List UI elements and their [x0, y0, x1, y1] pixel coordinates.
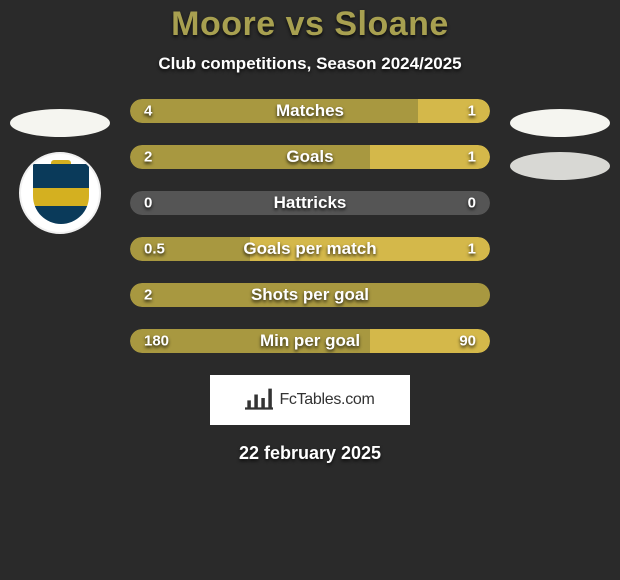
bar-value-left: 2 — [144, 287, 152, 304]
stat-bar: Shots per goal 2 — [130, 283, 490, 307]
bar-label: Matches — [276, 101, 344, 121]
bar-value-left: 0 — [144, 195, 152, 212]
bar-value-left: 180 — [144, 333, 169, 350]
bar-segment-left — [130, 99, 418, 123]
bar-value-left: 2 — [144, 149, 152, 166]
bar-segment-right — [418, 99, 490, 123]
player-photo-placeholder-left — [10, 109, 110, 137]
stat-bar: Goals 2 1 — [130, 145, 490, 169]
left-column — [10, 99, 110, 234]
bar-value-right: 1 — [468, 103, 476, 120]
player-photo-placeholder-right — [510, 109, 610, 137]
bar-label: Goals per match — [243, 239, 376, 259]
main-row: Matches 4 1 Goals 2 1 Hattricks 0 0 Goals per mat… — [0, 99, 620, 353]
subtitle: Club competitions, Season 2024/2025 — [0, 54, 620, 74]
bar-value-right: 1 — [468, 149, 476, 166]
stat-bar: Goals per match 0.5 1 — [130, 237, 490, 261]
page-title: Moore vs Sloane — [0, 5, 620, 44]
club-crest-left — [19, 152, 101, 234]
stat-bar: Matches 4 1 — [130, 99, 490, 123]
stat-bar: Hattricks 0 0 — [130, 191, 490, 215]
bar-label: Hattricks — [274, 193, 347, 213]
bar-value-right: 0 — [468, 195, 476, 212]
bar-label: Shots per goal — [251, 285, 369, 305]
fctables-badge[interactable]: FcTables.com — [210, 375, 410, 425]
bar-value-left: 4 — [144, 103, 152, 120]
stat-bar: Min per goal 180 90 — [130, 329, 490, 353]
bar-value-right: 1 — [468, 241, 476, 258]
bar-value-left: 0.5 — [144, 241, 165, 258]
chart-icon — [245, 386, 273, 415]
bar-label: Goals — [286, 147, 333, 167]
fctables-label: FcTables.com — [279, 391, 374, 409]
club-crest-placeholder-right — [510, 152, 610, 180]
bar-label: Min per goal — [260, 331, 360, 351]
bar-value-right: 90 — [459, 333, 476, 350]
date-label: 22 february 2025 — [0, 443, 620, 464]
stat-bars: Matches 4 1 Goals 2 1 Hattricks 0 0 Goals per mat… — [130, 99, 490, 353]
bar-segment-left — [130, 145, 370, 169]
right-column — [510, 99, 610, 180]
comparison-card: Moore vs Sloane Club competitions, Seaso… — [0, 0, 620, 580]
